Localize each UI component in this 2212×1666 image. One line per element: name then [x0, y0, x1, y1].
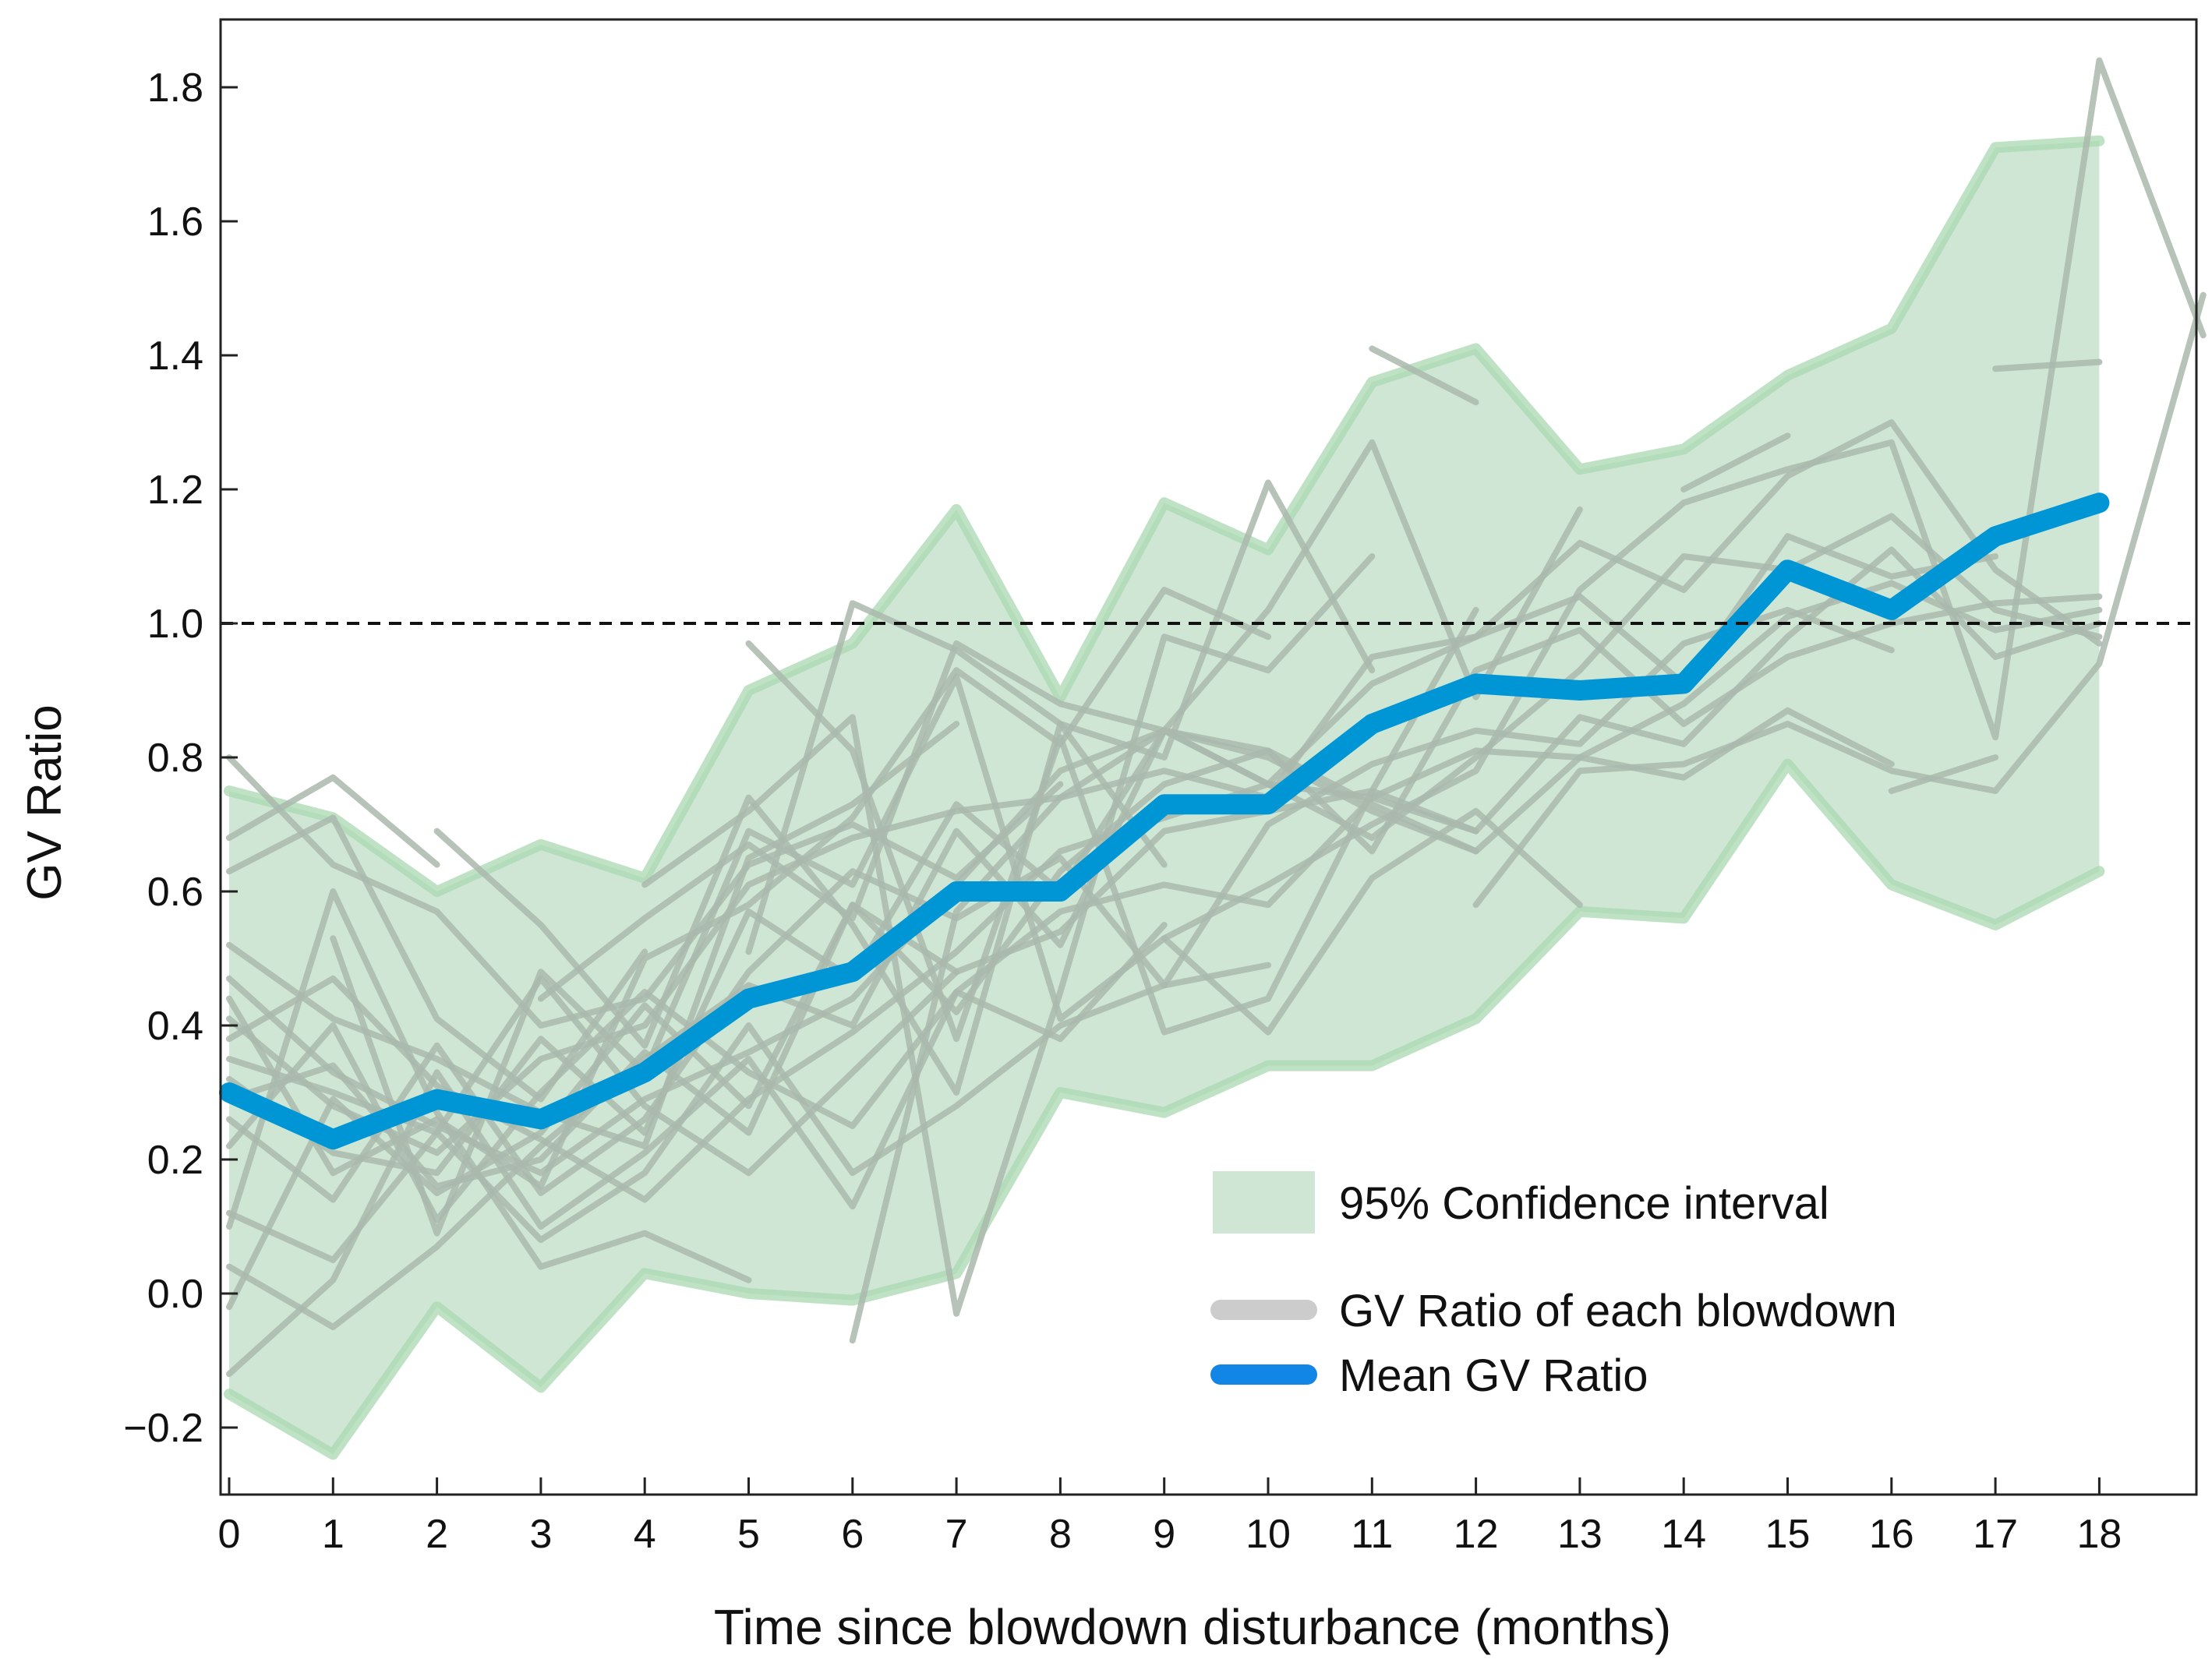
y-tick-label: 0.0: [147, 1272, 203, 1317]
y-tick-label: 1.8: [147, 65, 203, 111]
y-tick-label: 0.6: [147, 870, 203, 915]
y-tick-label: 0.8: [147, 736, 203, 781]
blowdown-series-line-15: [226, 922, 1168, 1378]
x-tick-label: 6: [841, 1512, 864, 1557]
blowdown-series-line-20: [537, 439, 1583, 1002]
blowdown-series-line-24: [849, 727, 1479, 1344]
y-tick-label: 1.0: [147, 602, 203, 647]
legend-individual-label: GV Ratio of each blowdown: [1339, 1286, 1897, 1336]
x-tick-label: 10: [1246, 1512, 1291, 1557]
x-tick-label: 2: [426, 1512, 448, 1557]
ci-lower-edge: [224, 758, 2105, 1460]
x-tick-label: 14: [1661, 1512, 1706, 1557]
x-tick-label: 11: [1351, 1512, 1393, 1557]
blowdown-series-line-30: [1992, 358, 2103, 372]
x-tick-label: 9: [1153, 1512, 1175, 1557]
blowdown-series-line-28: [1680, 432, 1791, 492]
blowdown-series-line-17: [226, 888, 752, 1283]
y-tick-label: 1.6: [147, 199, 203, 245]
blowdown-series-line-21: [641, 553, 1376, 1317]
y-tick-label: 1.4: [147, 334, 203, 379]
x-tick-label: 8: [1049, 1512, 1072, 1557]
blowdown-series-line-9: [226, 593, 2103, 1190]
x-tick-label: 17: [1973, 1512, 2018, 1557]
legend-ci-label: 95% Confidence interval: [1339, 1178, 1829, 1229]
blowdown-series-line-5: [226, 419, 2103, 1156]
x-tick-label: 0: [218, 1512, 241, 1557]
blowdown-series-line-1: [226, 774, 440, 868]
x-axis-title: Time since blowdown disturbance (months): [714, 1599, 1671, 1655]
y-tick-label: −0.2: [123, 1406, 203, 1451]
x-tick-label: 7: [945, 1512, 968, 1557]
x-tick-label: 3: [529, 1512, 552, 1557]
blowdown-series-line-26: [1369, 345, 1479, 406]
x-tick-label: 18: [2076, 1512, 2122, 1557]
y-tick-label: 0.2: [147, 1138, 203, 1183]
blowdown-series-line-13: [226, 727, 1479, 1330]
blowdown-series-line-12: [226, 962, 1271, 1263]
blowdown-series-line-16: [226, 814, 648, 1103]
x-tick-label: 4: [634, 1512, 656, 1557]
blowdown-series-line-25: [1161, 57, 2207, 942]
blowdown-series-line-2: [226, 721, 960, 1149]
legend-ci-swatch: [1213, 1171, 1315, 1234]
y-axis-title: GV Ratio: [18, 704, 72, 901]
blowdown-series-line-18: [330, 673, 1583, 1237]
y-tick-label: 1.2: [147, 468, 203, 513]
mean-gv-ratio-line: [219, 492, 2110, 1150]
ci-upper-edge: [224, 135, 2105, 897]
legend-mean-label: Mean GV Ratio: [1339, 1350, 1648, 1401]
x-tick-label: 16: [1869, 1512, 1914, 1557]
x-tick-label: 1: [322, 1512, 345, 1557]
legend: 95% Confidence interval GV Ratio of each…: [1210, 1171, 1897, 1401]
blowdown-series-line-10: [226, 606, 1895, 1203]
blowdown-series-line-29: [1888, 754, 1999, 794]
blowdown-series-line-11: [226, 707, 1895, 1223]
data-layer: [219, 57, 2207, 1460]
blowdown-series-line-14: [226, 902, 960, 1311]
x-tick-label: 12: [1454, 1512, 1499, 1557]
blowdown-series-line-27: [1472, 291, 2207, 909]
axes: −0.20.00.20.40.60.81.01.21.41.61.80 1 2 3 4 5…: [123, 18, 2198, 1557]
blowdown-series-line-23: [745, 600, 1168, 955]
blowdown-series-line-22: [745, 606, 1479, 1043]
x-tick-label: 13: [1557, 1512, 1602, 1557]
x-tick-label: 5: [737, 1512, 760, 1557]
x-tick-label: 15: [1765, 1512, 1811, 1557]
y-tick-label: 0.4: [147, 1004, 203, 1049]
